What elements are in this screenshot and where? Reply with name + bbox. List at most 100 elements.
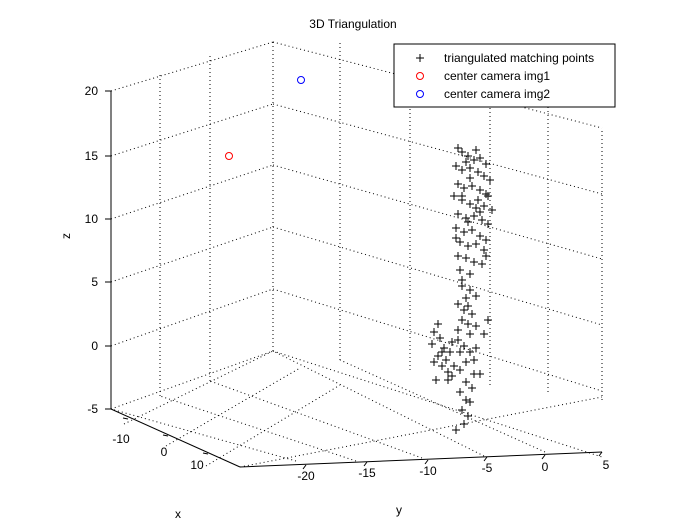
point-marker	[460, 306, 468, 314]
point-marker	[470, 212, 478, 220]
point-marker	[476, 154, 484, 162]
point-marker	[474, 168, 482, 176]
point-marker	[444, 376, 452, 384]
point-marker	[462, 294, 470, 302]
point-marker	[468, 384, 476, 392]
y-tick-label: -5	[482, 461, 493, 475]
point-marker	[454, 326, 462, 334]
point-marker	[460, 342, 468, 350]
y-tick-label: 0	[542, 460, 549, 474]
point-marker	[456, 238, 464, 246]
point-marker	[464, 218, 472, 226]
point-marker	[430, 358, 438, 366]
point-marker	[466, 200, 474, 208]
z-tick-label: 5	[91, 275, 98, 289]
legend-box	[393, 43, 616, 108]
point-marker	[466, 174, 474, 182]
point-marker	[446, 348, 454, 356]
point-marker	[468, 310, 476, 318]
z-tick-label: 20	[85, 84, 99, 98]
point-marker	[452, 234, 460, 242]
point-marker	[428, 340, 436, 348]
point-marker	[456, 388, 464, 396]
point-marker	[462, 254, 470, 262]
x-tick-label: 0	[161, 445, 168, 459]
point-marker	[430, 328, 438, 336]
x-tick-label: -10	[112, 432, 130, 446]
point-marker	[458, 316, 466, 324]
point-marker	[472, 146, 480, 154]
point-marker	[488, 206, 496, 214]
point-marker	[438, 348, 446, 356]
point-marker	[472, 292, 480, 300]
point-marker	[482, 160, 490, 168]
point-marker	[480, 246, 488, 254]
point-marker	[460, 228, 468, 236]
legend-entry: triangulated matching points	[416, 51, 594, 65]
chart-title: 3D Triangulation	[309, 17, 396, 31]
point-marker	[462, 214, 470, 222]
point-marker	[480, 172, 488, 180]
point-marker	[466, 348, 474, 356]
point-marker	[450, 362, 458, 370]
point-marker	[456, 366, 464, 374]
legend-entry: center camera img1	[416, 69, 550, 83]
point-marker	[452, 224, 460, 232]
point-marker	[440, 344, 448, 352]
point-marker	[438, 362, 446, 370]
camera-center-marker	[297, 76, 305, 84]
point-marker	[482, 190, 490, 198]
point-marker	[458, 406, 466, 414]
point-marker	[472, 322, 480, 330]
y-tick-label: -15	[358, 466, 376, 480]
point-marker	[454, 252, 462, 260]
point-marker	[432, 376, 440, 384]
point-marker	[468, 226, 476, 234]
x-tick-label: 10	[190, 458, 204, 472]
point-marker	[484, 220, 492, 228]
point-marker	[450, 192, 458, 200]
point-marker	[480, 330, 488, 338]
z-tick-label: 10	[85, 212, 99, 226]
legend-label: center camera img2	[444, 87, 550, 101]
point-marker	[470, 156, 478, 164]
point-marker	[458, 192, 466, 200]
point-marker	[466, 164, 474, 172]
point-marker	[448, 338, 456, 346]
point-marker	[468, 182, 476, 190]
point-marker	[480, 202, 488, 210]
point-marker	[454, 144, 462, 152]
point-marker	[478, 216, 486, 224]
legend-label: triangulated matching points	[444, 51, 594, 65]
point-marker	[466, 270, 474, 278]
point-marker	[456, 266, 464, 274]
point-marker	[460, 420, 468, 428]
point-marker	[482, 252, 490, 260]
point-marker	[458, 148, 466, 156]
point-marker	[464, 152, 472, 160]
point-marker	[466, 286, 474, 294]
x-axis-label: x	[175, 507, 181, 521]
point-marker	[436, 334, 444, 342]
point-marker	[470, 356, 478, 364]
point-marker	[454, 300, 462, 308]
point-marker	[470, 258, 478, 266]
point-marker	[464, 242, 472, 250]
y-tick-label: -10	[419, 464, 437, 478]
point-marker	[470, 370, 478, 378]
point-marker	[472, 240, 480, 248]
point-marker	[484, 316, 492, 324]
y-tick-label: 5	[603, 458, 610, 472]
point-marker	[434, 352, 442, 360]
z-tick-label: 15	[85, 149, 99, 163]
y-tick-label: -20	[297, 469, 315, 483]
point-marker	[442, 356, 450, 364]
point-marker	[456, 348, 464, 356]
point-marker	[474, 196, 482, 204]
point-marker	[464, 302, 472, 310]
point-marker	[462, 396, 470, 404]
z-axis-label: z	[59, 233, 73, 239]
point-marker	[454, 336, 462, 344]
point-marker	[472, 204, 480, 212]
